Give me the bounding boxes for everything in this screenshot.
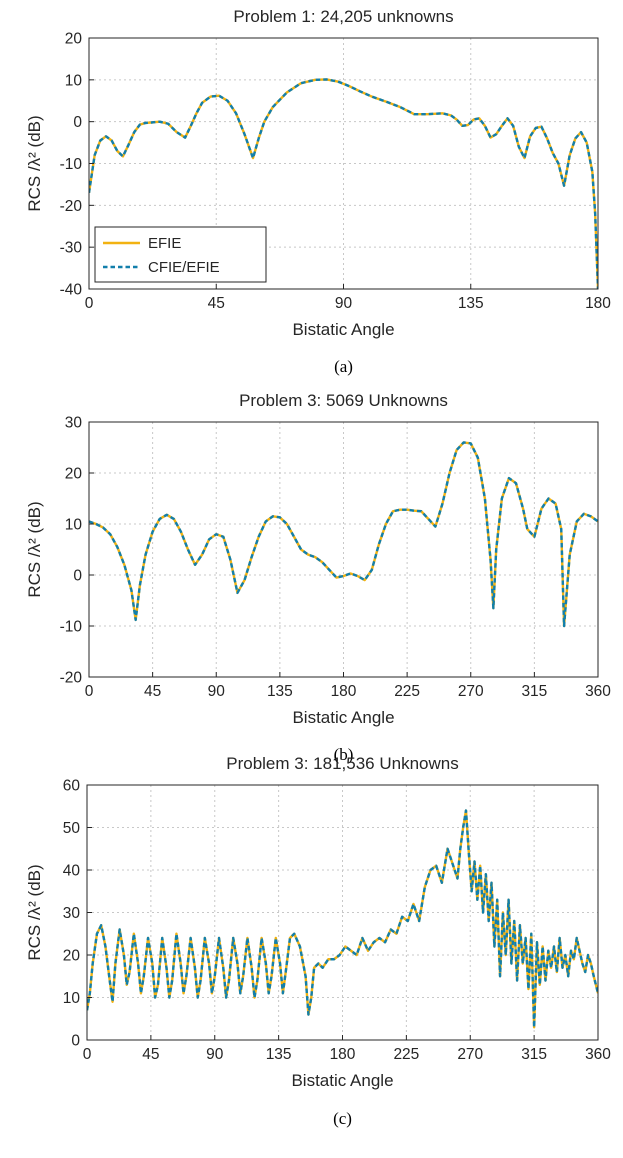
x-axis-label: Bistatic Angle: [291, 1071, 393, 1090]
x-tick-label: 135: [458, 295, 484, 312]
y-tick-label: 50: [63, 820, 81, 837]
x-tick-label: 45: [142, 1046, 159, 1063]
x-tick-label: 135: [267, 683, 293, 700]
chart-title: Problem 3: 5069 Unknowns: [239, 391, 448, 410]
x-tick-label: 45: [208, 295, 225, 312]
figure-caption: (b): [334, 745, 354, 764]
x-tick-label: 315: [521, 1046, 547, 1063]
y-tick-label: 10: [65, 517, 83, 534]
y-tick-label: 30: [65, 415, 83, 432]
x-tick-label: 180: [331, 683, 357, 700]
x-tick-label: 225: [393, 1046, 419, 1063]
y-tick-label: -10: [60, 156, 83, 173]
x-axis-label: Bistatic Angle: [292, 320, 394, 339]
legend: EFIE CFIE/EFIE: [94, 226, 267, 283]
x-tick-label: 270: [457, 1046, 483, 1063]
x-tick-label: 315: [521, 683, 547, 700]
y-tick-label: -30: [60, 240, 83, 257]
chart-panel-1: 0 45 90 135 180 -40 -30 -20 -10 0 10 20 Problem 1: 2…: [25, 7, 611, 376]
x-tick-label: 0: [83, 1046, 92, 1063]
y-axis-label: RCS /λ² (dB): [25, 864, 44, 960]
x-tick-label: 90: [208, 683, 226, 700]
y-tick-label: -40: [60, 282, 83, 299]
series-line-cfie-efie: [87, 809, 598, 1029]
figure-caption: (a): [334, 357, 353, 376]
x-tick-label: 90: [335, 295, 353, 312]
x-tick-label: 225: [394, 683, 420, 700]
y-tick-label: 30: [63, 905, 81, 922]
y-tick-label: 20: [63, 948, 81, 965]
y-tick-label: 20: [65, 31, 83, 48]
y-tick-label: -20: [60, 198, 83, 215]
figure-caption: (c): [333, 1109, 352, 1128]
legend-label: CFIE/EFIE: [148, 259, 220, 276]
y-tick-label: -20: [60, 670, 83, 687]
x-tick-label: 180: [585, 295, 611, 312]
x-tick-label: 0: [85, 295, 94, 312]
y-axis-label: RCS /λ² (dB): [25, 501, 44, 597]
y-tick-label: 0: [73, 568, 82, 585]
y-tick-label: 10: [65, 72, 83, 89]
plot-area: [89, 422, 598, 677]
x-tick-label: 45: [144, 683, 161, 700]
legend-label: EFIE: [148, 235, 181, 252]
y-tick-label: 20: [65, 466, 83, 483]
chart-panel-2: 0 45 90 135 180 225 270 315 360 -20 -10 0 10 20 30 Prob…: [25, 391, 611, 764]
x-tick-label: 135: [266, 1046, 292, 1063]
y-tick-label: -10: [60, 619, 83, 636]
legend-box: [94, 226, 267, 283]
y-axis-label: RCS /λ² (dB): [25, 115, 44, 211]
y-tick-label: 10: [63, 990, 81, 1007]
y-tick-label: 60: [63, 778, 81, 795]
x-tick-label: 360: [585, 1046, 611, 1063]
x-tick-label: 90: [206, 1046, 224, 1063]
y-tick-label: 40: [63, 863, 81, 880]
x-tick-label: 180: [330, 1046, 356, 1063]
x-tick-label: 270: [458, 683, 484, 700]
y-tick-label: 0: [73, 114, 82, 131]
y-tick-label: 0: [71, 1033, 80, 1050]
chart-panel-3: 0 45 90 135 180 225 270 315 360 0 10 20 30 40 50 60 Prob…: [25, 754, 611, 1128]
chart-title: Problem 3: 181,536 Unknowns: [226, 754, 458, 773]
series-line-cfie-efie: [89, 78, 598, 290]
series-line-cfie-efie: [89, 441, 598, 628]
x-tick-label: 360: [585, 683, 611, 700]
x-tick-label: 0: [85, 683, 94, 700]
chart-title: Problem 1: 24,205 unknowns: [233, 7, 453, 26]
x-axis-label: Bistatic Angle: [292, 708, 394, 727]
